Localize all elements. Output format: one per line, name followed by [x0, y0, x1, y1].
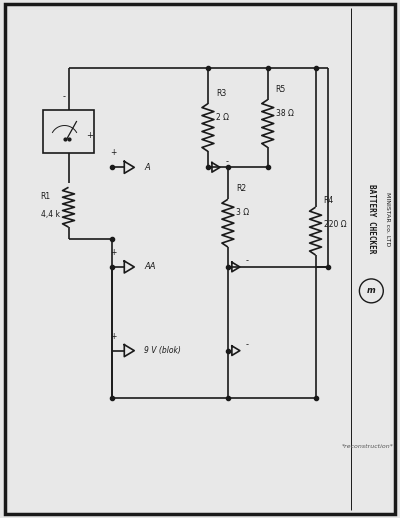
Text: +: + [110, 148, 116, 157]
Text: R5: R5 [276, 84, 286, 94]
Text: 2 Ω: 2 Ω [216, 112, 229, 122]
Text: 3 Ω: 3 Ω [236, 208, 249, 217]
Text: MINISTAR co. LTD: MINISTAR co. LTD [385, 192, 390, 246]
Text: 220 Ω: 220 Ω [324, 220, 346, 229]
Text: -: - [246, 340, 249, 349]
Text: R1: R1 [41, 192, 51, 201]
Text: R4: R4 [324, 196, 334, 205]
Text: +: + [110, 248, 116, 257]
Text: R2: R2 [236, 184, 246, 193]
Text: +: + [110, 332, 116, 341]
Text: +: + [86, 131, 93, 140]
Text: 4,4 k: 4,4 k [41, 210, 60, 219]
Text: R3: R3 [216, 89, 226, 97]
Text: m: m [367, 286, 376, 295]
Text: 38 Ω: 38 Ω [276, 109, 294, 118]
Text: -: - [226, 157, 229, 166]
Text: A: A [144, 163, 150, 172]
Text: BATTERY CHECKER: BATTERY CHECKER [367, 184, 376, 254]
Text: -: - [63, 93, 66, 102]
Bar [43, 110, 94, 153]
Text: -: - [246, 256, 249, 266]
Text: *reconstruction*: *reconstruction* [342, 444, 393, 449]
Text: AA: AA [144, 263, 156, 271]
Text: 9 V (blok): 9 V (blok) [144, 346, 181, 355]
